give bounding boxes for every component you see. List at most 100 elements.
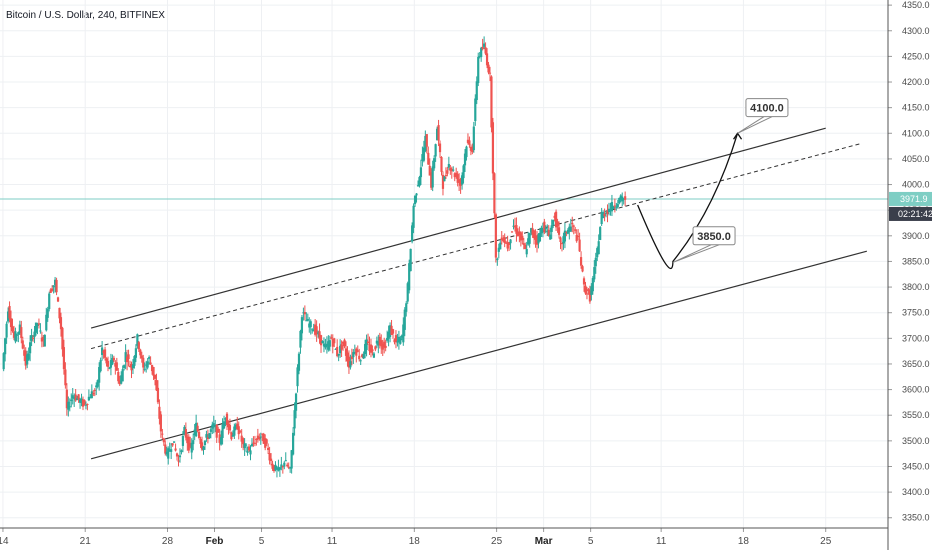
candle	[278, 466, 281, 477]
price-callout[interactable]: 3850.0	[672, 226, 736, 263]
price-callout[interactable]: 4100.0	[737, 98, 789, 134]
candle-body	[499, 242, 502, 250]
candle-body	[327, 341, 330, 350]
channel-upper-line[interactable]	[90, 127, 826, 329]
candle-body	[61, 327, 64, 350]
channel-lower-line[interactable]	[90, 250, 867, 460]
candle	[352, 349, 355, 364]
candle-body	[87, 396, 90, 401]
candle-body	[68, 406, 71, 408]
candle	[103, 346, 107, 361]
candle	[619, 194, 622, 203]
candle	[562, 232, 565, 250]
candle	[136, 333, 139, 349]
y-tick-label: 3400.0	[902, 487, 930, 497]
candle-body	[480, 47, 483, 58]
candle	[170, 443, 173, 460]
candle-body	[130, 364, 133, 371]
candle-body	[331, 339, 334, 347]
candle	[184, 422, 187, 441]
candle-body	[177, 460, 180, 462]
candle	[480, 46, 483, 62]
candle-body	[365, 339, 368, 351]
candle-body	[531, 228, 534, 235]
candle	[616, 199, 619, 209]
candle-body	[359, 360, 362, 362]
candle-body	[507, 242, 511, 245]
candle-body	[105, 358, 108, 364]
candle-body	[14, 331, 17, 342]
candle	[435, 126, 439, 141]
candle-body	[528, 233, 531, 244]
candle	[289, 466, 292, 473]
candle-body	[506, 242, 509, 249]
candle	[56, 296, 60, 303]
candle	[280, 456, 283, 471]
candle	[552, 219, 555, 229]
candle-body	[602, 212, 605, 219]
candle	[397, 330, 400, 350]
channel-middle-line[interactable]	[90, 143, 862, 350]
candle	[483, 36, 486, 50]
candle-body	[369, 344, 373, 353]
candle-body	[496, 258, 499, 261]
candle	[458, 173, 461, 192]
candle	[120, 371, 123, 385]
candle	[604, 210, 608, 218]
candle	[408, 259, 411, 294]
candle	[325, 336, 329, 354]
candle-body	[425, 134, 428, 147]
candle	[125, 349, 129, 371]
y-tick-label: 3750.0	[902, 308, 930, 318]
candle	[569, 218, 572, 232]
candle	[145, 360, 148, 373]
candle	[128, 360, 132, 368]
candle	[115, 357, 118, 372]
candle	[269, 453, 273, 466]
candle-body	[96, 380, 99, 387]
candle-body	[205, 434, 208, 438]
candle-body	[544, 228, 547, 230]
candle-body	[453, 173, 456, 178]
candle-body	[214, 425, 217, 427]
candle-body	[344, 348, 348, 356]
candle	[387, 325, 390, 347]
candle	[391, 328, 395, 339]
candle-body	[522, 243, 525, 245]
candle	[624, 191, 627, 207]
y-tick-label: 4200.0	[902, 77, 930, 87]
candle-body	[294, 393, 298, 411]
candle-body	[187, 436, 190, 451]
candle-body	[378, 336, 381, 346]
candle-body	[318, 331, 321, 340]
candle	[441, 171, 445, 196]
candle-body	[123, 365, 126, 368]
candle	[380, 334, 383, 354]
candle	[618, 197, 621, 205]
candle	[215, 424, 218, 443]
candle-body	[148, 357, 151, 359]
candle	[294, 392, 298, 419]
candle	[21, 336, 24, 350]
candle-body	[287, 466, 290, 468]
candle	[472, 121, 475, 153]
candle	[53, 276, 57, 293]
candle	[433, 155, 436, 171]
candle-body	[190, 442, 193, 453]
candle-body	[555, 211, 558, 228]
candle-body	[393, 339, 396, 343]
forecast-curve[interactable]	[637, 133, 739, 270]
candle-body	[615, 206, 618, 208]
candle-body	[333, 338, 336, 344]
candle	[297, 351, 301, 375]
countdown-value: 02:21:42	[898, 209, 932, 219]
candle	[559, 236, 562, 250]
candle-body	[259, 436, 262, 438]
candle	[399, 336, 402, 345]
candle-body	[532, 230, 536, 239]
candle-body	[540, 227, 543, 234]
candle-body	[557, 227, 561, 235]
candle	[522, 237, 525, 250]
candle	[15, 333, 18, 342]
